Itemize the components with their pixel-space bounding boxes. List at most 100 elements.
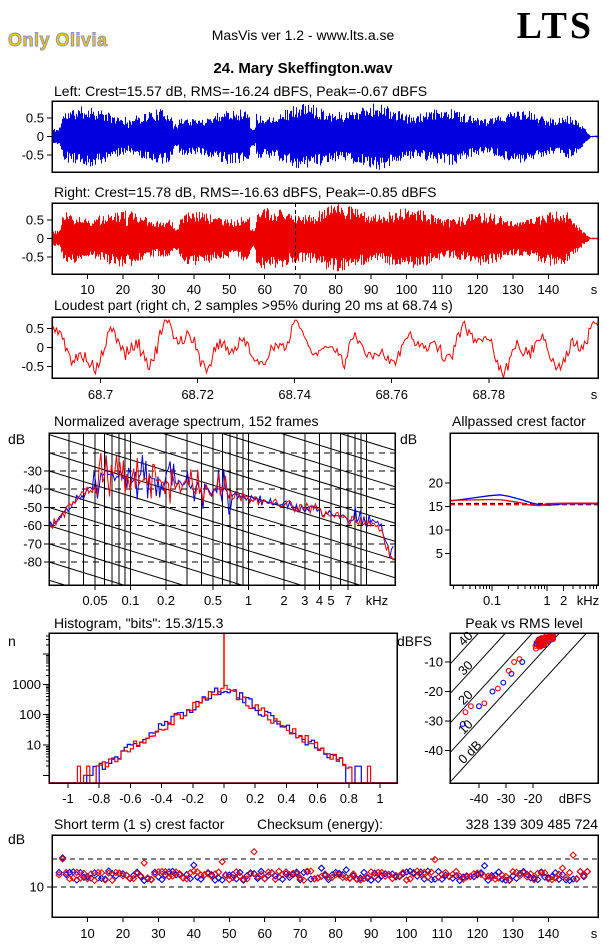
- svg-text:0.2: 0.2: [246, 791, 264, 806]
- svg-text:-0.5: -0.5: [22, 148, 44, 163]
- svg-text:3: 3: [301, 593, 308, 608]
- peak-vs-rms-title: Peak vs RMS level: [465, 615, 583, 631]
- short-term-crest-plot: 10 10 20 30 40 50 60 70 80 90 100 110 120 130 140 s: [30, 834, 599, 941]
- svg-text:-30: -30: [23, 464, 42, 479]
- svg-text:90: 90: [364, 926, 378, 941]
- svg-text:1000: 1000: [12, 677, 41, 692]
- svg-text:s: s: [591, 282, 598, 297]
- svg-text:10: 10: [80, 282, 94, 297]
- svg-text:-0.2: -0.2: [182, 791, 204, 806]
- svg-text:0.6: 0.6: [309, 791, 327, 806]
- svg-text:1: 1: [543, 593, 550, 608]
- svg-text:-1: -1: [62, 791, 74, 806]
- svg-text:130: 130: [502, 282, 524, 297]
- svg-text:-40: -40: [424, 743, 443, 758]
- svg-text:0.5: 0.5: [26, 321, 44, 336]
- svg-text:0.5: 0.5: [204, 593, 222, 608]
- svg-text:20: 20: [429, 476, 443, 491]
- svg-text:80: 80: [328, 926, 342, 941]
- svg-text:68.76: 68.76: [375, 387, 408, 402]
- svg-text:100: 100: [396, 282, 418, 297]
- svg-text:kHz: kHz: [366, 593, 388, 608]
- svg-text:120: 120: [467, 926, 489, 941]
- app-version-line: MasVis ver 1.2 - www.lts.a.se: [211, 27, 395, 43]
- allpassed-title: Allpassed crest factor: [452, 413, 586, 429]
- spectrum-title: Normalized average spectrum, 152 frames: [54, 413, 319, 429]
- svg-text:68.72: 68.72: [181, 387, 214, 402]
- svg-text:-0.5: -0.5: [22, 250, 44, 265]
- svg-text:20: 20: [116, 926, 130, 941]
- svg-text:30: 30: [455, 657, 476, 678]
- svg-text:100: 100: [396, 926, 418, 941]
- svg-text:2: 2: [280, 593, 287, 608]
- svg-text:-70: -70: [23, 536, 42, 551]
- svg-text:-20: -20: [524, 791, 543, 806]
- svg-text:1: 1: [245, 593, 252, 608]
- svg-text:-50: -50: [23, 500, 42, 515]
- svg-text:110: 110: [432, 926, 453, 941]
- histogram-plot: 1000 100 10 -1 -0.8 -0.6 -0.4 -0.2 0 0.2 0.4 0.6 0.8…: [12, 632, 398, 806]
- svg-text:15: 15: [429, 499, 443, 514]
- svg-text:40: 40: [187, 926, 201, 941]
- svg-text:-20: -20: [424, 684, 443, 699]
- average-spectrum-plot: -30 -40 -50 -60 -70 -80 0.05 0.1 0.2 0.5 1 2 3 4 5 7 kHz: [23, 432, 396, 608]
- svg-text:0.2: 0.2: [157, 593, 175, 608]
- svg-text:68.7: 68.7: [88, 387, 113, 402]
- svg-text:50: 50: [222, 282, 236, 297]
- svg-text:0: 0: [37, 231, 44, 246]
- histogram-ylabel: n: [8, 633, 16, 649]
- svg-text:80: 80: [328, 282, 342, 297]
- svg-text:0.05: 0.05: [82, 593, 107, 608]
- svg-text:-80: -80: [23, 555, 42, 570]
- svg-text:-30: -30: [497, 791, 516, 806]
- right-waveform-plot: 0.5 0 -0.5 10 20 30 40 50 60 70 80 90 100 110 120 130 14…: [22, 202, 599, 297]
- svg-text:0.5: 0.5: [26, 111, 44, 126]
- svg-text:60: 60: [257, 282, 271, 297]
- svg-text:-0.8: -0.8: [88, 791, 110, 806]
- page-title: 24. Mary Skeffington.wav: [213, 60, 393, 77]
- svg-text:s: s: [591, 387, 598, 402]
- svg-text:70: 70: [293, 926, 307, 941]
- svg-text:90: 90: [364, 282, 378, 297]
- svg-text:-40: -40: [23, 482, 42, 497]
- svg-text:5: 5: [327, 593, 334, 608]
- svg-text:-10: -10: [424, 655, 443, 670]
- loudest-part-plot: 0.5 0 -0.5 68.7 68.72 68.74 68.76 68.78 s: [22, 316, 599, 402]
- svg-text:dBFS: dBFS: [559, 791, 592, 806]
- svg-text:50: 50: [222, 926, 236, 941]
- svg-text:68.78: 68.78: [473, 387, 506, 402]
- svg-text:1: 1: [376, 791, 383, 806]
- svg-text:2: 2: [560, 593, 567, 608]
- peak-vs-rms-ylabel: dBFS: [397, 633, 433, 649]
- svg-text:140: 140: [538, 926, 560, 941]
- svg-text:0.8: 0.8: [340, 791, 358, 806]
- short-term-title: Short term (1 s) crest factor: [54, 816, 225, 832]
- right-channel-stats-label: Right: Crest=15.78 dB, RMS=-16.63 dBFS, …: [54, 184, 437, 200]
- svg-text:s: s: [591, 926, 598, 941]
- spectrum-ylabel: dB: [8, 431, 26, 447]
- checksum-value: 328 139 309 485 724: [465, 816, 598, 832]
- svg-text:0: 0: [220, 791, 227, 806]
- svg-text:60: 60: [257, 926, 271, 941]
- svg-text:10: 10: [27, 738, 41, 753]
- checksum-label: Checksum (energy):: [257, 816, 384, 832]
- left-channel-stats-label: Left: Crest=15.57 dB, RMS=-16.24 dBFS, P…: [54, 83, 428, 99]
- svg-text:0.1: 0.1: [121, 593, 139, 608]
- svg-text:0.4: 0.4: [277, 791, 295, 806]
- svg-text:130: 130: [502, 926, 524, 941]
- svg-text:10: 10: [80, 926, 94, 941]
- svg-text:0: 0: [37, 129, 44, 144]
- album-logo-text: Only Olivia: [8, 30, 108, 51]
- svg-text:5: 5: [436, 546, 443, 561]
- loudest-part-title: Loudest part (right ch, 2 samples >95% d…: [54, 297, 453, 313]
- svg-text:-40: -40: [470, 791, 489, 806]
- svg-text:0: 0: [37, 340, 44, 355]
- svg-text:30: 30: [151, 926, 165, 941]
- svg-text:140: 140: [538, 282, 560, 297]
- svg-text:120: 120: [467, 282, 489, 297]
- svg-text:40: 40: [187, 282, 201, 297]
- svg-text:7: 7: [345, 593, 352, 608]
- svg-text:10: 10: [429, 523, 443, 538]
